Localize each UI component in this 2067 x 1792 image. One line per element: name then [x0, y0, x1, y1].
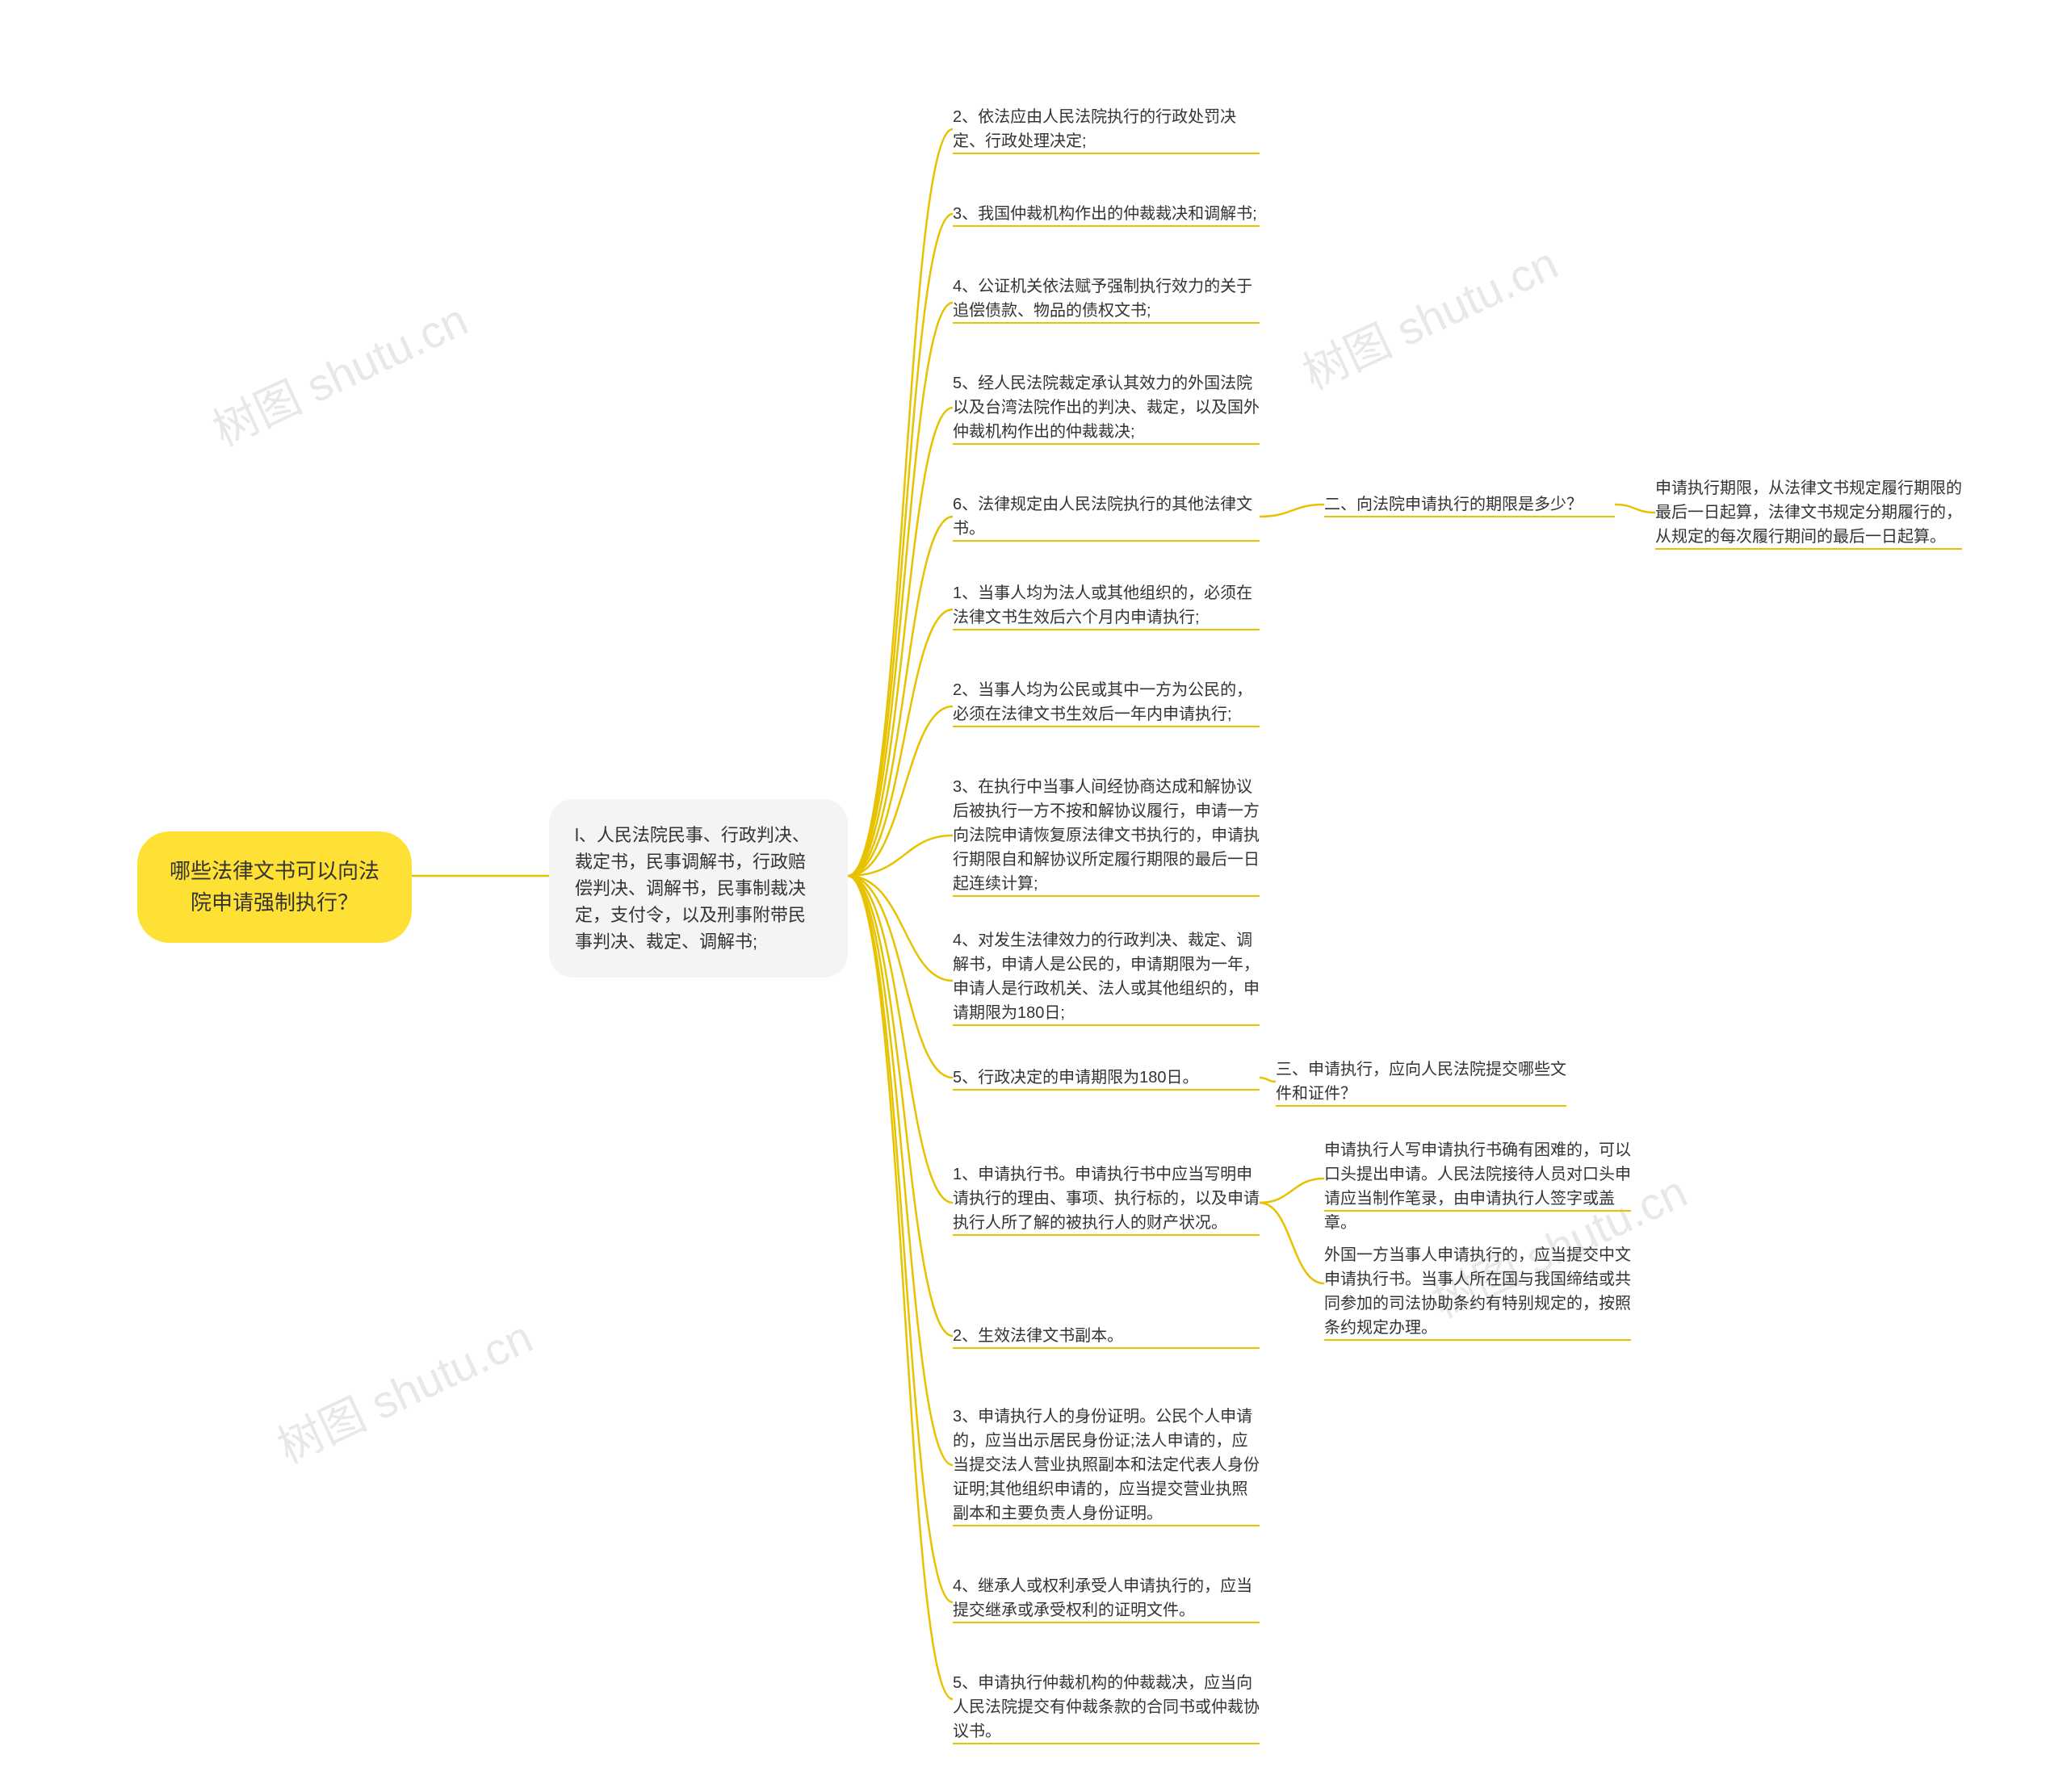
mindmap-node[interactable]: 3、申请执行人的身份证明。公民个人申请的，应当出示居民身份证;法人申请的，应当提…: [953, 1405, 1260, 1526]
mindmap-node[interactable]: 3、在执行中当事人间经协商达成和解协议后被执行一方不按和解协议履行，申请一方向法…: [953, 775, 1260, 896]
mindmap-node[interactable]: 2、当事人均为公民或其中一方为公民的，必须在法律文书生效后一年内申请执行;: [953, 678, 1260, 726]
mindmap-node[interactable]: 4、公证机关依法赋予强制执行效力的关于追偿债款、物品的债权文书;: [953, 274, 1260, 323]
mindmap-node[interactable]: 4、继承人或权利承受人申请执行的，应当提交继承或承受权利的证明文件。: [953, 1574, 1260, 1622]
mindmap-node[interactable]: 外国一方当事人申请执行的，应当提交中文申请执行书。当事人所在国与我国缔结或共同参…: [1324, 1243, 1631, 1340]
mindmap-node[interactable]: 5、经人民法院裁定承认其效力的外国法院以及台湾法院作出的判决、裁定，以及国外仲裁…: [953, 371, 1260, 444]
watermark: 树图 shutu.cn: [266, 1301, 542, 1476]
mindmap-node[interactable]: 申请执行期限，从法律文书规定履行期限的最后一日起算，法律文书规定分期履行的，从规…: [1655, 476, 1962, 549]
mindmap-node[interactable]: 5、行政决定的申请期限为180日。: [953, 1066, 1260, 1090]
mindmap-node[interactable]: 三、申请执行，应向人民法院提交哪些文件和证件？: [1276, 1057, 1566, 1106]
mindmap-node[interactable]: 1、申请执行书。申请执行书中应当写明申请执行的理由、事项、执行标的，以及申请执行…: [953, 1162, 1260, 1235]
mindmap-node[interactable]: 2、生效法律文书副本。: [953, 1324, 1260, 1348]
watermark: 树图 shutu.cn: [201, 284, 477, 459]
mindmap-node[interactable]: 5、申请执行仲裁机构的仲裁裁决，应当向人民法院提交有仲裁条款的合同书或仲裁协议书…: [953, 1671, 1260, 1744]
mindmap-node[interactable]: 4、对发生法律效力的行政判决、裁定、调解书，申请人是公民的，申请期限为一年，申请…: [953, 928, 1260, 1025]
watermark: 树图 shutu.cn: [1291, 228, 1567, 403]
mindmap-node[interactable]: 3、我国仲裁机构作出的仲裁裁决和调解书;: [953, 202, 1260, 226]
mindmap-node[interactable]: 二、向法院申请执行的期限是多少？: [1324, 492, 1615, 517]
mindmap-node[interactable]: 1、当事人均为法人或其他组织的，必须在法律文书生效后六个月内申请执行;: [953, 581, 1260, 630]
mindmap-root[interactable]: 哪些法律文书可以向法院申请强制执行？: [137, 831, 412, 943]
mindmap-node[interactable]: 2、依法应由人民法院执行的行政处罚决定、行政处理决定;: [953, 105, 1260, 153]
mindmap-node[interactable]: 6、法律规定由人民法院执行的其他法律文书。: [953, 492, 1260, 541]
mindmap-level1[interactable]: l、人民法院民事、行政判决、裁定书，民事调解书，行政赔偿判决、调解书，民事制裁决…: [549, 799, 848, 978]
mindmap-node[interactable]: 申请执行人写申请执行书确有困难的，可以口头提出申请。人民法院接待人员对口头申请应…: [1324, 1138, 1631, 1235]
